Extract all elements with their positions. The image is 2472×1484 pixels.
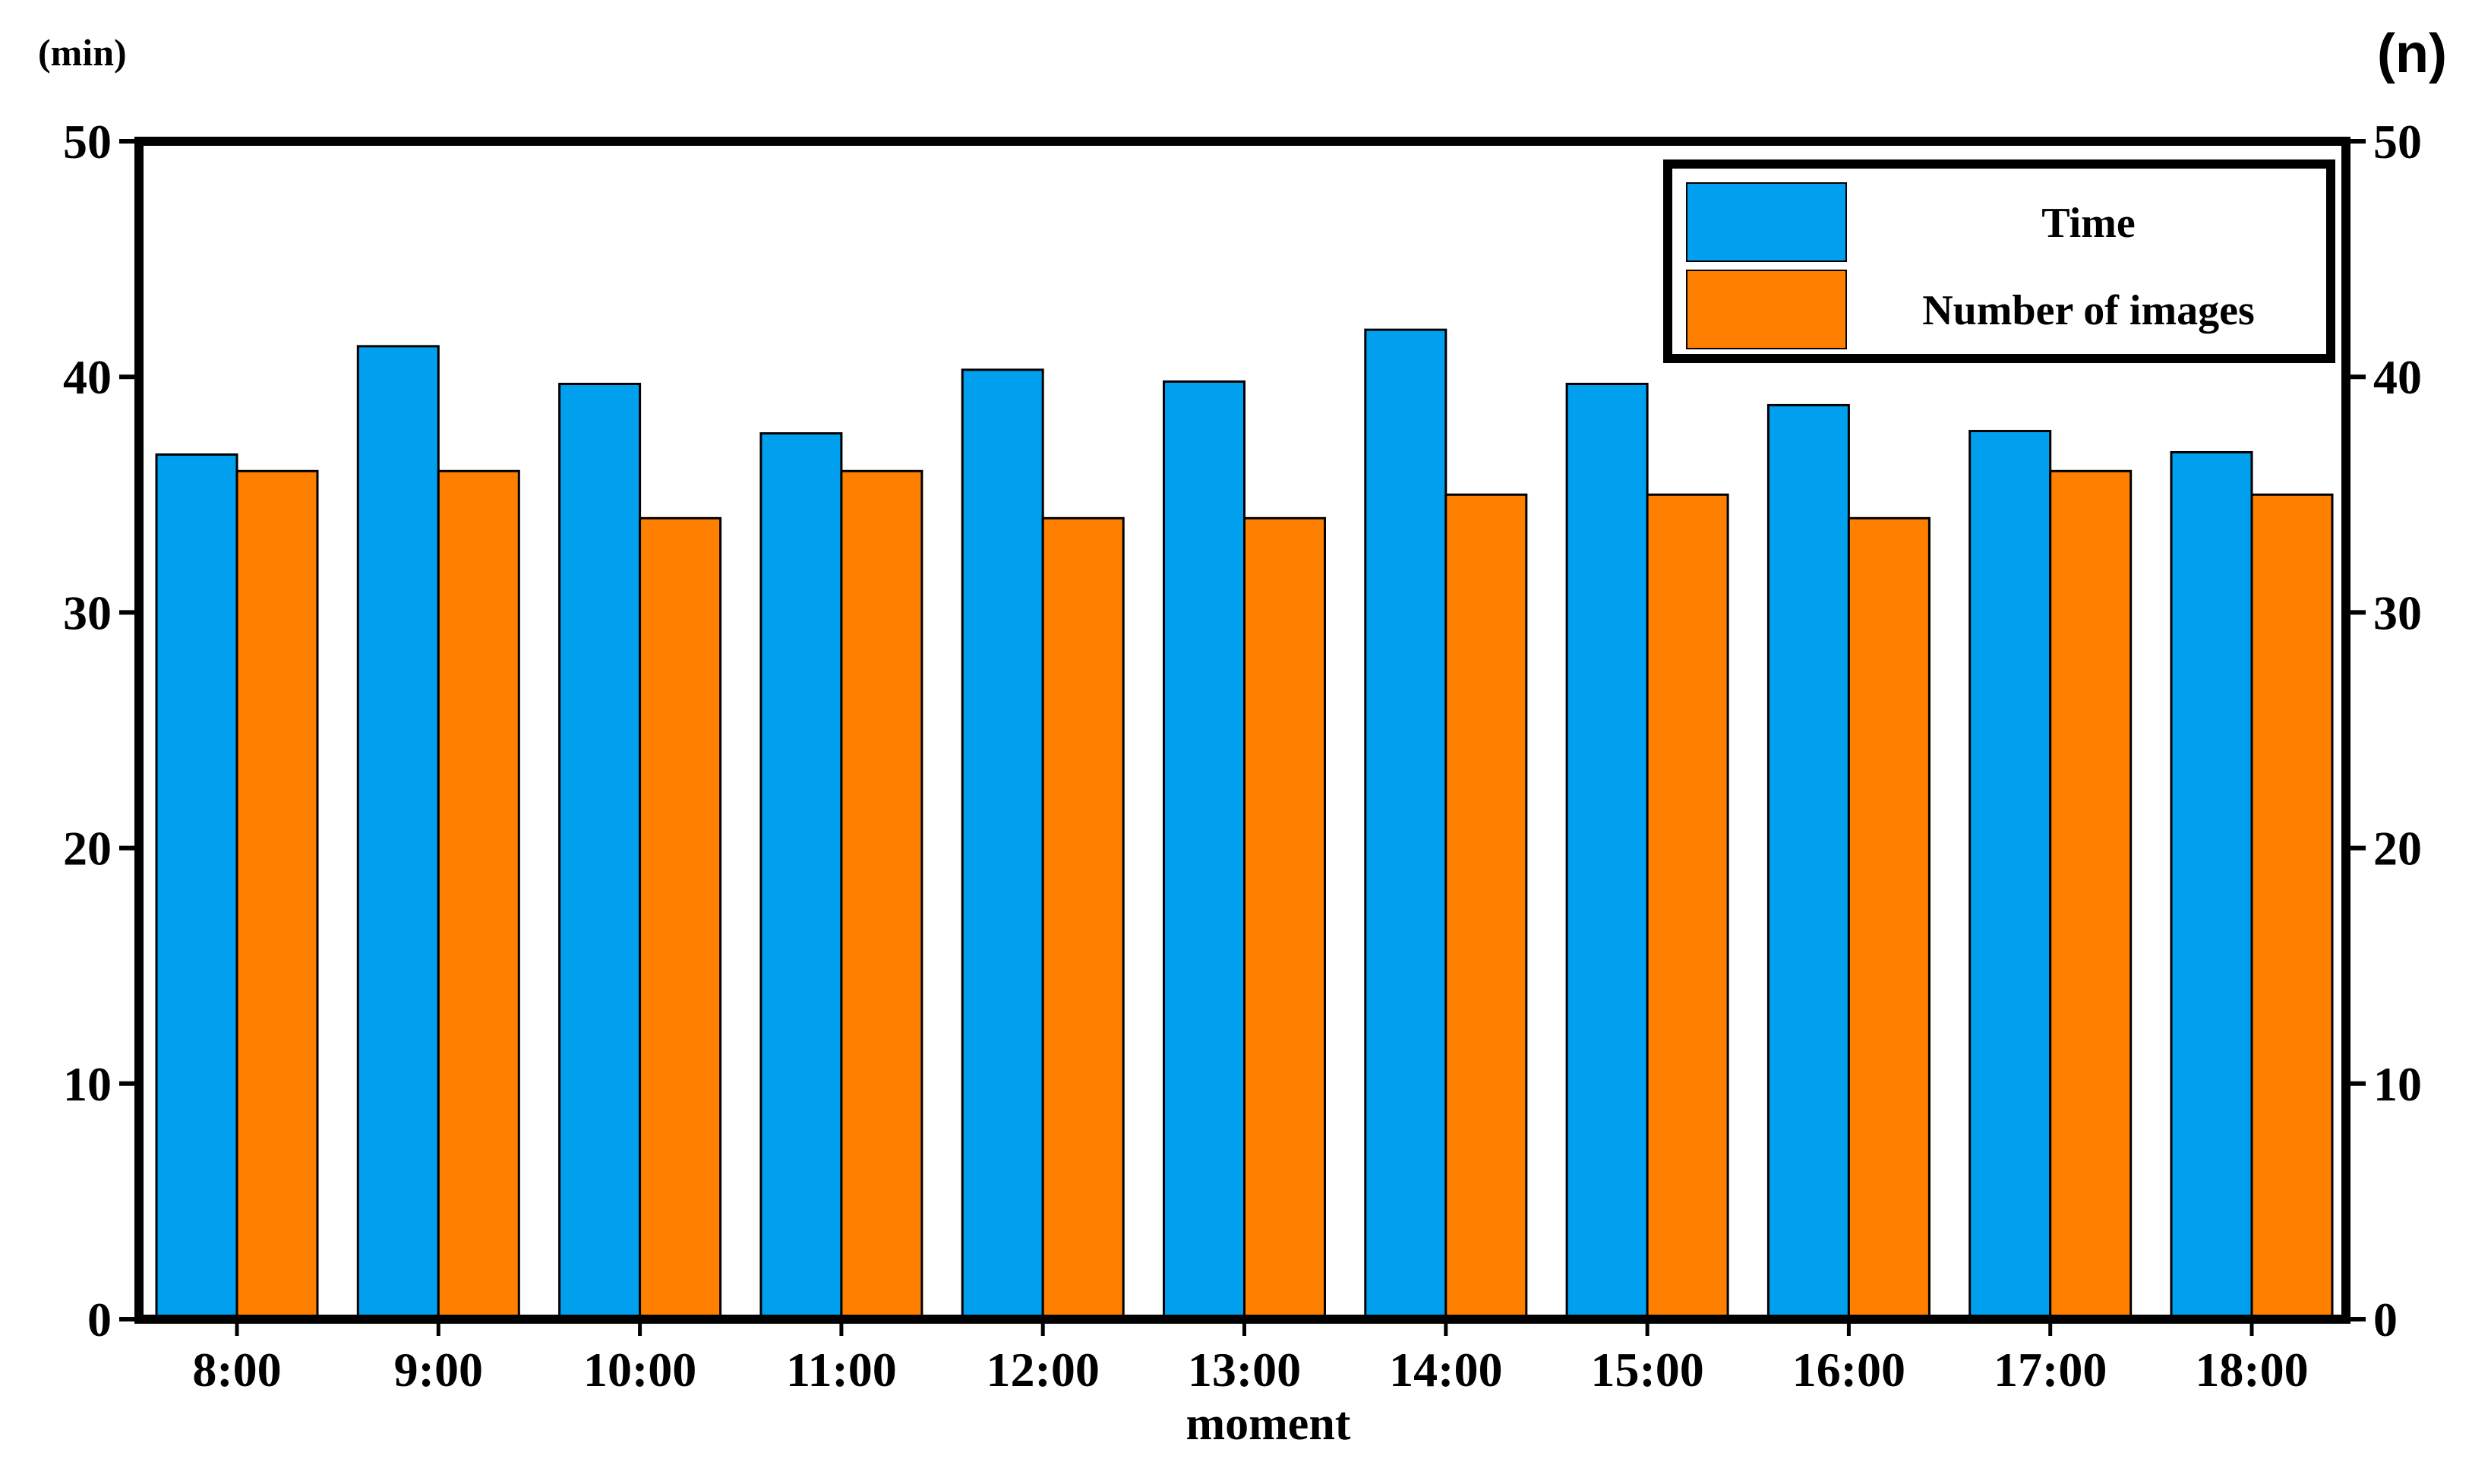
bar-time: [1163, 380, 1245, 1321]
right-axis-unit: (n): [2377, 24, 2447, 84]
bar-time: [1364, 328, 1448, 1321]
legend-swatch-images: [1686, 270, 1847, 349]
bar-time: [1565, 383, 1649, 1321]
bar-images: [235, 469, 319, 1321]
bar-images: [1646, 493, 1729, 1321]
y2-tick-label: 20: [2373, 822, 2422, 876]
x-tick-label: 9:00: [394, 1343, 483, 1397]
bar-images: [1444, 493, 1528, 1321]
legend-item-time: Time: [1686, 182, 2324, 262]
bar-images: [2250, 493, 2334, 1321]
bar-time: [356, 345, 440, 1321]
ticks-group: 8:00 9:00 10:00 11:00 12:00 13:00 14:00 15:00 16…: [63, 115, 2422, 1397]
x-tick-label: 16:00: [1792, 1343, 1905, 1397]
x-tick-label: 15:00: [1590, 1343, 1703, 1397]
x-tick-label: 11:00: [786, 1343, 897, 1397]
legend-label-time: Time: [2041, 200, 2136, 247]
y-tick-label: 0: [87, 1293, 112, 1347]
y2-tick-label: 0: [2373, 1293, 2398, 1347]
y2-tick-label: 40: [2373, 350, 2422, 404]
y-tick-label: 50: [63, 115, 112, 169]
legend-item-images: Number of images: [1686, 270, 2324, 349]
bars-group: [155, 328, 2334, 1321]
x-tick-label: 8:00: [192, 1343, 281, 1397]
legend-swatch-time: [1686, 182, 1847, 262]
x-tick-label: 14:00: [1389, 1343, 1502, 1397]
x-tick-label: 13:00: [1188, 1343, 1301, 1397]
bar-time: [155, 453, 238, 1321]
bar-images: [1243, 516, 1326, 1321]
bar-images: [2049, 469, 2133, 1321]
bar-images: [840, 469, 923, 1321]
bar-images: [437, 469, 520, 1321]
y2-tick-label: 30: [2373, 586, 2422, 639]
y-tick-label: 20: [63, 822, 112, 876]
bar-time: [1766, 403, 1850, 1321]
bar-images: [1847, 516, 1931, 1321]
y2-tick-label: 10: [2373, 1057, 2422, 1111]
x-tick-label: 18:00: [2195, 1343, 2308, 1397]
bar-time: [2170, 450, 2253, 1321]
x-tick-label: 10:00: [583, 1343, 696, 1397]
x-axis-title: moment: [1185, 1398, 1351, 1450]
bar-time: [759, 432, 843, 1321]
y-tick-label: 40: [63, 350, 112, 404]
bar-time: [1968, 430, 2052, 1321]
bar-time: [961, 368, 1044, 1321]
left-axis-unit: (min): [38, 31, 127, 74]
legend: Time Number of images: [1663, 159, 2335, 363]
y-tick-label: 30: [63, 586, 112, 639]
y2-tick-label: 50: [2373, 115, 2422, 169]
x-tick-label: 17:00: [1994, 1343, 2107, 1397]
x-tick-label: 12:00: [987, 1343, 1100, 1397]
bar-images: [1041, 516, 1125, 1321]
bar-time: [558, 383, 642, 1321]
legend-label-images: Number of images: [1922, 287, 2255, 334]
y-tick-label: 10: [63, 1057, 112, 1111]
bar-images: [639, 516, 722, 1321]
